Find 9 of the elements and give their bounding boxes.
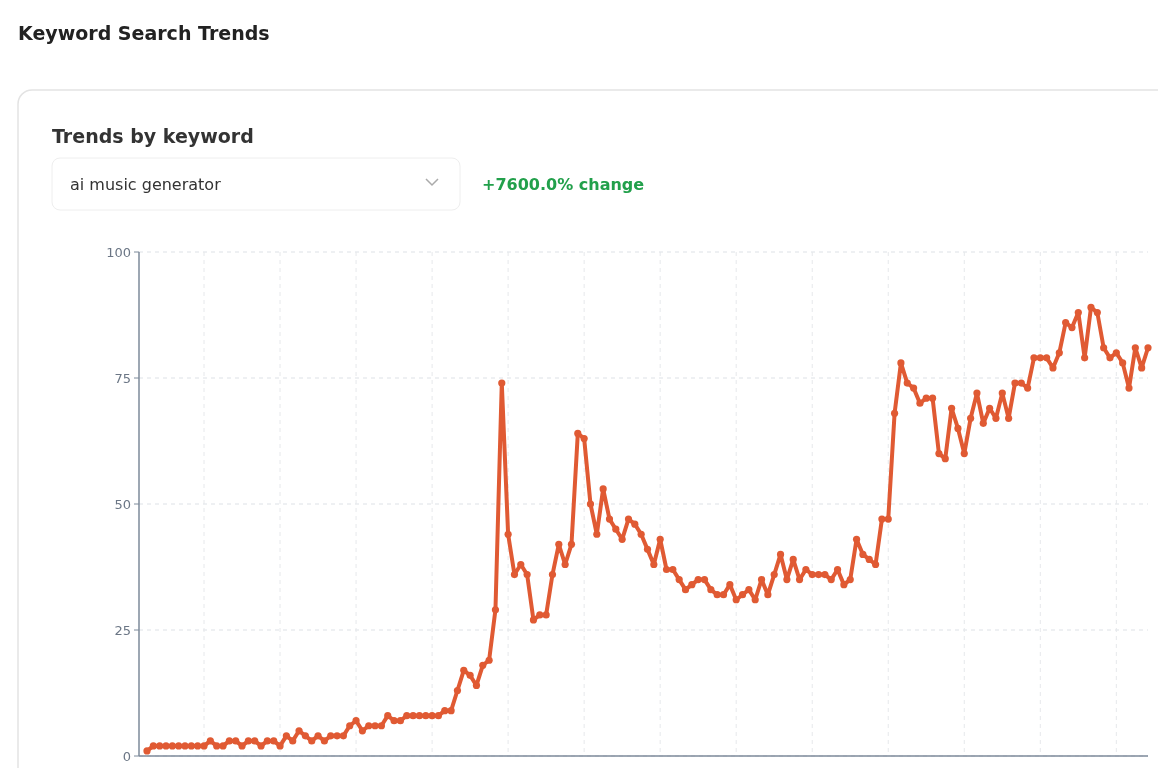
text: ai music generator	[70, 175, 222, 194]
text: +7600.0% change	[482, 175, 645, 194]
y-tick-label: 75	[114, 370, 131, 386]
chart-subtitle: Trends by keyword	[52, 125, 254, 147]
y-tick-label: 0	[122, 748, 131, 764]
chart-title: Keyword Search Trends	[18, 22, 270, 44]
y-tick-label: 100	[106, 244, 131, 260]
y-tick-label: 50	[114, 496, 131, 512]
y-tick-label: 25	[114, 622, 131, 638]
